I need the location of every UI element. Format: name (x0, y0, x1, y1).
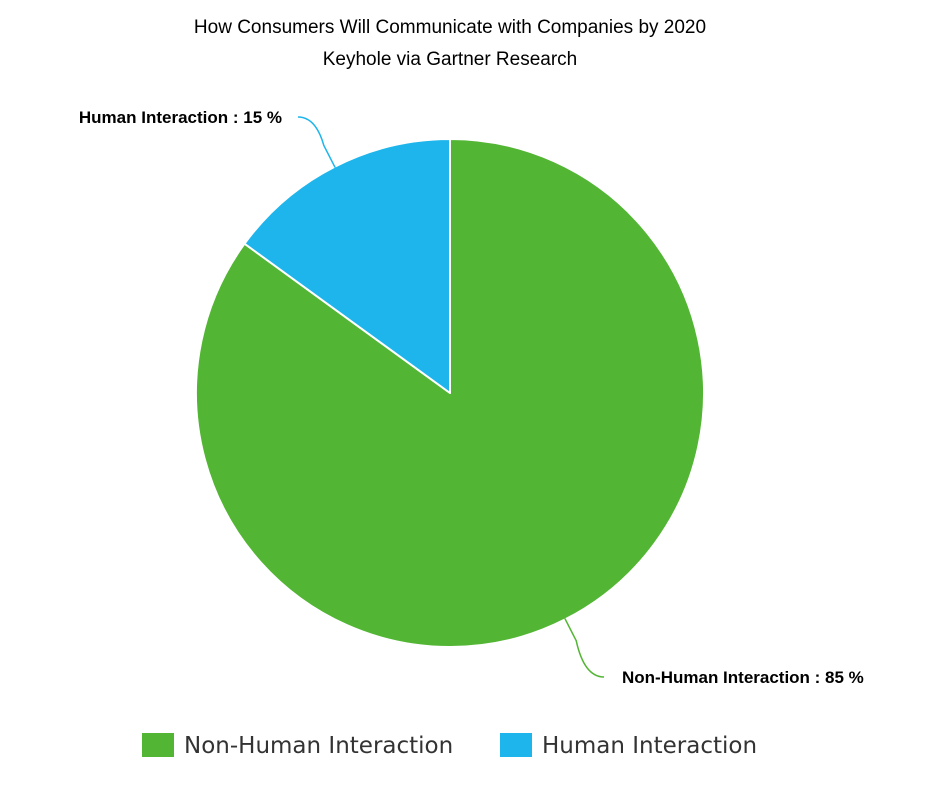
connector-human (297, 116, 336, 168)
legend-label-non-human: Non-Human Interaction (184, 733, 453, 759)
legend-swatch-human (500, 733, 532, 757)
legend-item-non-human[interactable]: Non-Human Interaction (142, 733, 453, 759)
label-connectors (297, 116, 605, 678)
pie-slices (195, 138, 705, 648)
slice-label-human: Human Interaction : 15 % (79, 108, 282, 127)
legend-swatch-non-human (142, 733, 174, 757)
chart-title: How Consumers Will Communicate with Comp… (194, 17, 706, 38)
legend: Non-Human Interaction Human Interaction (142, 733, 757, 759)
legend-label-human: Human Interaction (542, 733, 757, 759)
legend-item-human[interactable]: Human Interaction (500, 733, 757, 759)
connector-non-human (564, 618, 605, 678)
chart-subtitle: Keyhole via Gartner Research (323, 49, 578, 70)
slice-label-non-human: Non-Human Interaction : 85 % (622, 668, 864, 687)
